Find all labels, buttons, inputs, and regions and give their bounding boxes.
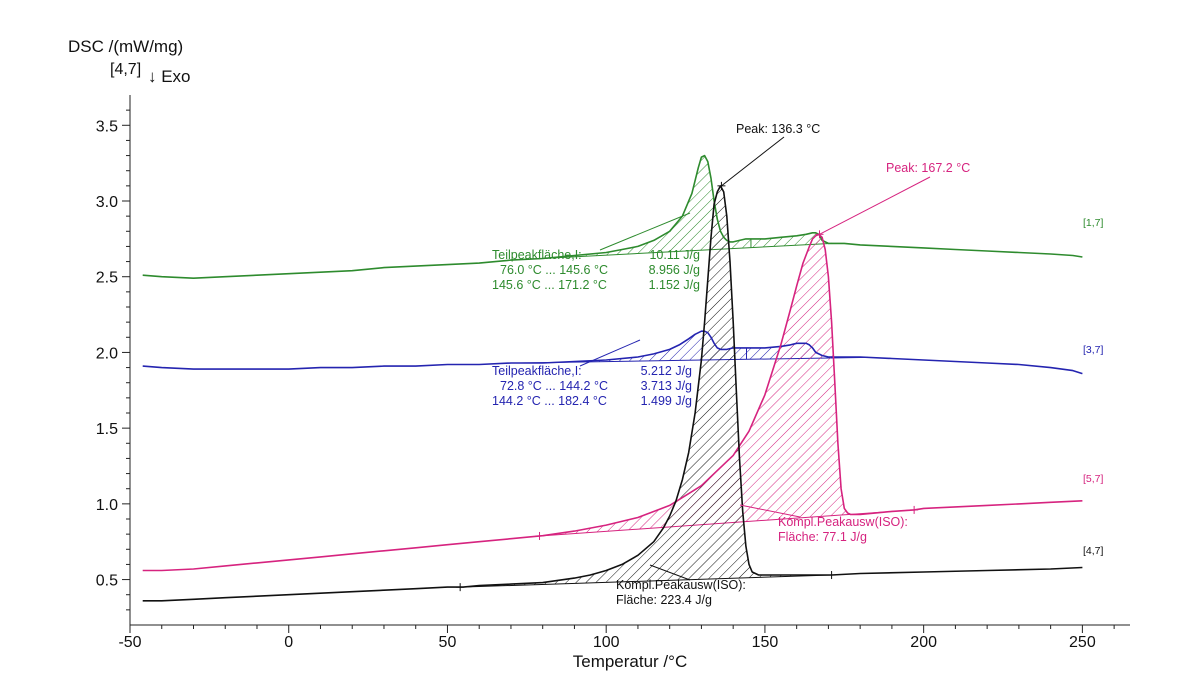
x-tick-label: 100 [593, 634, 620, 651]
y-axis-label: DSC /(mW/mg) [68, 37, 183, 56]
x-tick-label: 0 [284, 634, 293, 651]
y-tick-label: 2.0 [96, 345, 118, 362]
green-block-leader [599, 212, 691, 251]
magenta-hatched-area [539, 234, 915, 537]
x-tick-label: 50 [439, 634, 457, 651]
green-line-3-value: 1.152 J/g [649, 278, 700, 292]
y-tick-label: 1.5 [96, 421, 118, 438]
blue-line-3-value: 1.499 J/g [641, 394, 692, 408]
peak-magenta-label: Peak: 167.2 °C [886, 161, 970, 175]
green-line-2-value: 8.956 J/g [649, 263, 700, 277]
blue-line-3-label: 144.2 °C ... 182.4 °C [492, 394, 607, 408]
magenta-annotation-block: Kompl.Peakausw(ISO): Fläche: 77.1 J/g [778, 515, 908, 544]
x-tick-label: -50 [118, 634, 141, 651]
peak-black-label: Peak: 136.3 °C [736, 122, 820, 136]
curve-2 [142, 330, 1083, 375]
magenta-block-leader [739, 504, 801, 518]
y-tick-label: 3.0 [96, 194, 118, 211]
blue-line-1-value: 5.212 J/g [641, 364, 692, 378]
y-tick-label: 3.5 [96, 118, 118, 135]
green-baseline [529, 242, 833, 260]
green-line-1-value: 10.11 J/g [649, 248, 700, 262]
curve-label-5-7: [5,7] [1083, 473, 1104, 485]
y-tick-label: 1.0 [96, 497, 118, 514]
curves [142, 154, 1083, 602]
curve-3 [142, 233, 1083, 572]
black-line-2: Fläche: 223.4 J/g [616, 593, 712, 607]
black-baseline [460, 574, 832, 588]
blue-line-2-label: 72.8 °C ... 144.2 °C [500, 379, 608, 393]
black-block-leader [649, 564, 691, 581]
x-axis-label: Temperatur /°C [573, 652, 688, 671]
curve-label-1-7: [1,7] [1083, 217, 1104, 229]
magenta-line-2: Fläche: 77.1 J/g [778, 530, 867, 544]
peak-black-leader [721, 136, 785, 187]
blue-line-2-value: 3.713 J/g [641, 379, 692, 393]
green-line-2-label: 76.0 °C ... 145.6 °C [500, 263, 608, 277]
curve-1 [142, 154, 1083, 279]
blue-annotation-block: Teilpeakfläche,I: 5.212 J/g 72.8 °C ... … [492, 364, 692, 408]
green-hatched-area [530, 155, 833, 260]
y-axis-curve-label: [4,7] [110, 61, 141, 78]
exo-label: ↓ Exo [148, 67, 191, 86]
black-annotation-block: Kompl.Peakausw(ISO): Fläche: 223.4 J/g [616, 578, 746, 607]
curve-label-4-7: [4,7] [1083, 545, 1104, 557]
x-tick-label: 150 [752, 634, 779, 651]
curve-label-3-7: [3,7] [1083, 344, 1104, 356]
black-line-1: Kompl.Peakausw(ISO): [616, 578, 746, 592]
black-hatched-area [460, 185, 832, 588]
blue-line-1-label: Teilpeakfläche,I: [492, 364, 582, 378]
magenta-line-1: Kompl.Peakausw(ISO): [778, 515, 908, 529]
y-tick-label: 2.5 [96, 270, 118, 287]
peak-magenta-leader [819, 176, 931, 235]
x-tick-label: 250 [1069, 634, 1096, 651]
y-tick-label: 0.5 [96, 573, 118, 590]
blue-block-leader [579, 339, 641, 367]
green-line-1-label: Teilpeakfläche,I: [492, 248, 582, 262]
x-tick-label: 200 [910, 634, 937, 651]
axes: -50 0 50 100 150 200 250 0.5 1.0 1.5 2.0 2.5 3.0 3.5 [96, 95, 1130, 651]
green-line-3-label: 145.6 °C ... 171.2 °C [492, 278, 607, 292]
integration-areas [460, 155, 915, 588]
curve-4 [142, 185, 1083, 602]
green-annotation-block: Teilpeakfläche,I: 10.11 J/g 76.0 °C ... … [492, 248, 700, 292]
